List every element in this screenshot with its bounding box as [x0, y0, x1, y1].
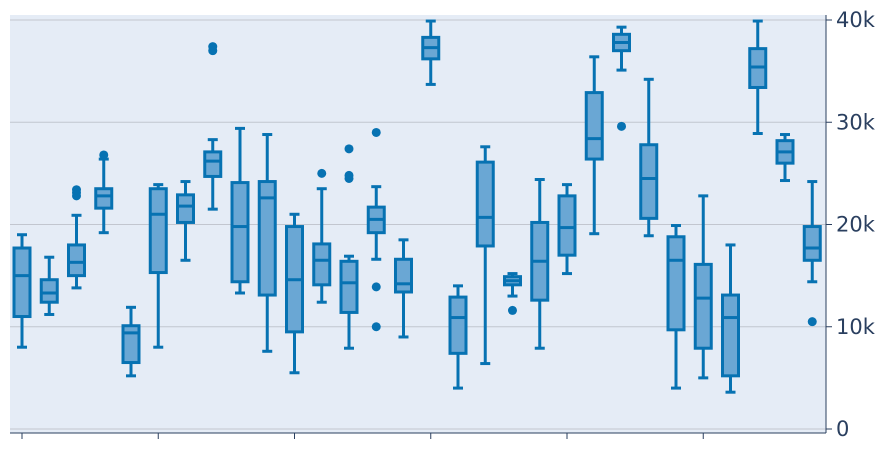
box-16 [421, 19, 441, 86]
box-22 [584, 55, 604, 236]
box-15 [394, 238, 413, 339]
box-9 [230, 126, 250, 295]
box-body [721, 293, 740, 378]
box-28 [748, 19, 768, 135]
box-8 [203, 42, 223, 211]
box-27 [721, 243, 740, 394]
box-2 [39, 255, 59, 316]
y-tick-label: 40k [836, 8, 876, 32]
outlier-point [344, 144, 354, 154]
box-25 [666, 224, 686, 390]
box-body [203, 150, 223, 178]
box-body [339, 259, 359, 314]
box-body [448, 295, 468, 355]
box-body [230, 181, 250, 284]
box-7 [176, 180, 195, 262]
box-body [67, 243, 86, 278]
outlier-point [72, 185, 81, 195]
box-14 [366, 127, 386, 332]
box-23 [612, 25, 631, 131]
box-30 [802, 180, 822, 327]
box-body [94, 187, 114, 210]
box-10 [257, 133, 277, 353]
box-1 [12, 233, 32, 349]
box-5 [121, 305, 141, 378]
box-26 [693, 194, 713, 380]
outlier-point [508, 305, 517, 315]
box-11 [285, 212, 304, 375]
outlier-point [371, 127, 381, 137]
box-24 [639, 77, 659, 238]
box-3 [67, 185, 86, 290]
box-29 [775, 133, 795, 183]
outlier-point [99, 150, 109, 160]
box-12 [312, 168, 332, 304]
y-tick-label: 20k [836, 213, 876, 237]
outlier-point [208, 42, 218, 52]
outlier-point [371, 282, 381, 292]
y-tick-label: 0 [836, 417, 849, 441]
box-19 [503, 272, 522, 315]
box-body [693, 262, 713, 350]
gridlines [10, 19, 826, 430]
outlier-point [371, 322, 381, 332]
box-17 [448, 284, 468, 390]
outlier-point [344, 170, 354, 180]
box-body [666, 235, 686, 332]
boxes [12, 19, 822, 394]
box-20 [530, 178, 550, 350]
box-13 [339, 144, 359, 350]
box-body [557, 194, 577, 257]
box-body [12, 246, 32, 319]
outlier-point [807, 317, 817, 327]
box-21 [557, 183, 577, 276]
box-4 [94, 150, 114, 235]
y-tick-label: 10k [836, 315, 876, 339]
box-body [394, 257, 413, 294]
x-axis-ticks [21, 433, 704, 439]
outlier-point [317, 168, 327, 178]
box-body [475, 160, 495, 248]
box-body [802, 225, 822, 262]
box-body [257, 180, 277, 297]
box-6 [148, 183, 168, 349]
y-axis-ticks: 0 10k 20k 30k 40k [826, 8, 876, 441]
box-body [148, 187, 168, 275]
y-tick-label: 30k [836, 110, 876, 134]
box-body [39, 278, 59, 304]
box-body [639, 143, 659, 220]
box-body [312, 242, 332, 287]
box-body [176, 193, 195, 224]
box-18 [475, 145, 495, 366]
box-body [584, 91, 604, 161]
outlier-point [617, 121, 626, 131]
box-body [121, 324, 141, 365]
